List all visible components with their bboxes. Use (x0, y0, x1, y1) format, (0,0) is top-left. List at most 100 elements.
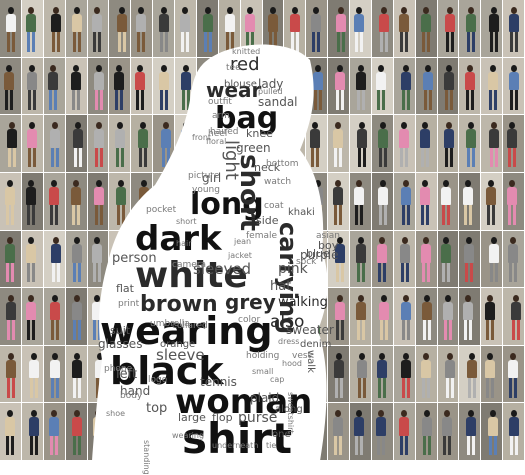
pedestrian-torso (485, 186, 496, 206)
pedestrian-leg (515, 32, 519, 52)
pedestrian-leg (513, 205, 517, 225)
pedestrian-leg (450, 147, 454, 168)
pedestrian-leg (11, 262, 15, 283)
pedestrian-head (7, 237, 14, 245)
pedestrian-torso (225, 13, 236, 33)
pedestrian-leg (489, 262, 493, 283)
pedestrian-thumbnail (350, 403, 371, 460)
pedestrian-leg (56, 320, 60, 341)
pedestrian-thumbnail (371, 115, 393, 172)
pedestrian-thumbnail (131, 0, 153, 57)
pedestrian-leg (494, 89, 498, 110)
pedestrian-leg (377, 378, 381, 398)
pedestrian-thumbnail (328, 288, 349, 345)
pedestrian-torso (488, 13, 499, 33)
pedestrian-leg (442, 435, 446, 456)
pedestrian-leg (10, 205, 14, 225)
cloud-word: young (192, 185, 220, 195)
pedestrian-thumbnail (481, 57, 503, 115)
pedestrian-torso (159, 13, 170, 33)
pedestrian-thumbnail (371, 57, 393, 115)
pedestrian-leg (450, 32, 454, 52)
cloud-word: flat (116, 282, 134, 295)
pedestrian-thumbnail (503, 345, 524, 403)
cloud-word: female (246, 231, 278, 241)
pedestrian-torso (463, 186, 474, 206)
pedestrian-torso (313, 71, 324, 90)
pedestrian-head (356, 179, 363, 187)
cloud-word: umbrella (150, 319, 190, 329)
pedestrian-leg (486, 205, 490, 225)
pedestrian-leg (231, 32, 235, 52)
pedestrian-leg (100, 205, 104, 225)
pedestrian-thumbnail (459, 172, 481, 230)
pedestrian-leg (72, 89, 76, 110)
cloud-word: hood (282, 359, 302, 368)
pedestrian-leg (357, 89, 361, 110)
pedestrian-torso (421, 244, 432, 263)
pedestrian-leg (472, 435, 476, 456)
pedestrian-head (422, 179, 429, 187)
pedestrian-leg (468, 378, 472, 398)
pedestrian-torso (50, 13, 61, 33)
pedestrian-thumbnail (481, 345, 503, 403)
pedestrian-torso (135, 71, 146, 90)
pedestrian-leg (445, 147, 449, 168)
pedestrian-thumbnail (415, 57, 437, 115)
pedestrian-torso (400, 302, 411, 321)
pedestrian-torso (421, 359, 432, 379)
pedestrian-thumbnail (415, 230, 437, 288)
pedestrian-leg (450, 378, 454, 398)
pedestrian-head (401, 6, 408, 14)
pedestrian-head (336, 64, 343, 72)
cloud-word: shoe (106, 409, 126, 418)
pedestrian-torso (507, 359, 518, 379)
pedestrian-leg (469, 205, 473, 225)
pedestrian-thumbnail (393, 230, 415, 288)
pedestrian-head (269, 6, 276, 14)
pedestrian-leg (51, 32, 55, 52)
pedestrian-leg (161, 147, 165, 168)
pedestrian-leg (33, 147, 37, 168)
pedestrian-torso (357, 359, 368, 379)
pedestrian-torso (356, 71, 367, 90)
pedestrian-head (74, 237, 81, 245)
pedestrian-head (379, 122, 386, 130)
pedestrian-torso (92, 244, 103, 263)
cloud-word: bag (215, 101, 279, 136)
pedestrian-leg (489, 147, 493, 168)
pedestrian-leg (142, 32, 146, 52)
pedestrian-torso (510, 302, 521, 321)
pedestrian-thumbnail (393, 57, 415, 115)
pedestrian-head (8, 352, 15, 360)
cloud-word: sandal (258, 95, 298, 109)
cloud-word: picture (188, 171, 220, 181)
pedestrian-torso (354, 186, 365, 206)
pedestrian-leg (100, 89, 104, 110)
pedestrian-thumbnail (0, 57, 21, 115)
pedestrian-head (30, 410, 37, 418)
pedestrian-torso (91, 302, 102, 321)
pedestrian-leg (447, 435, 451, 456)
pedestrian-thumbnail (459, 288, 481, 345)
pedestrian-torso (465, 129, 476, 148)
pedestrian-head (465, 179, 472, 187)
pedestrian-torso (488, 244, 499, 263)
pedestrian-leg (10, 435, 14, 456)
pedestrian-torso (72, 129, 83, 148)
pedestrian-leg (376, 435, 380, 456)
pedestrian-leg (100, 147, 104, 168)
pedestrian-leg (73, 147, 77, 168)
pedestrian-leg (32, 89, 36, 110)
pedestrian-leg (141, 89, 145, 110)
pedestrian-torso (4, 186, 15, 206)
pedestrian-head (315, 179, 322, 187)
pedestrian-leg (314, 89, 318, 110)
pedestrian-torso (420, 129, 431, 148)
pedestrian-leg (510, 32, 514, 52)
pedestrian-head (380, 6, 387, 14)
pedestrian-thumbnail (87, 172, 109, 230)
pedestrian-leg (422, 32, 426, 52)
pedestrian-head (8, 295, 15, 303)
pedestrian-torso (116, 186, 127, 206)
